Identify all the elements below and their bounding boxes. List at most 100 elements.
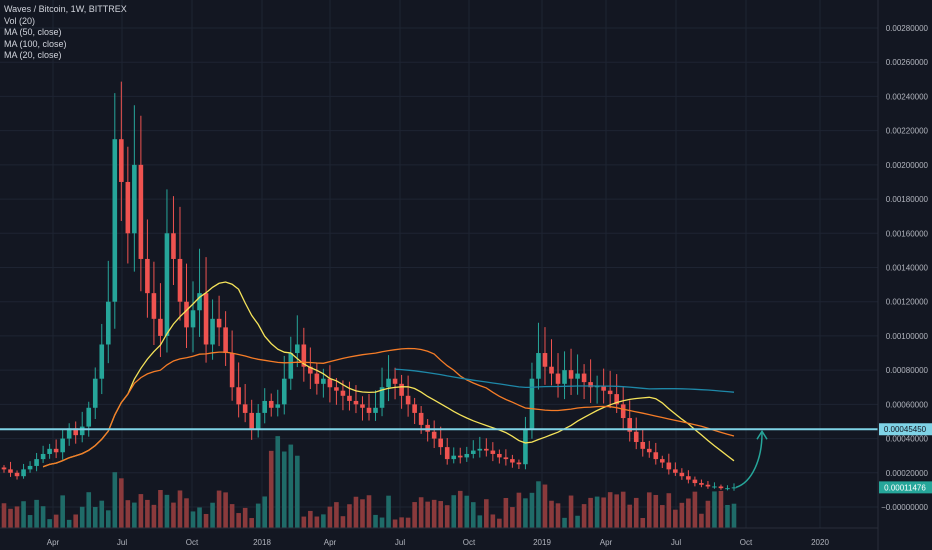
volume-bar xyxy=(373,514,378,528)
candle-body xyxy=(314,373,320,384)
volume-bar xyxy=(360,499,365,528)
candle-body xyxy=(14,472,20,477)
candle-body xyxy=(399,383,404,396)
volume-bar xyxy=(660,505,665,528)
moving-averages xyxy=(42,281,735,468)
volume-bar xyxy=(588,497,593,528)
candle-body xyxy=(288,353,294,379)
volume-bar xyxy=(679,502,685,528)
candle-body xyxy=(73,428,78,436)
candle-body xyxy=(705,484,711,487)
projection-arrow xyxy=(735,429,768,489)
volume-bar xyxy=(197,507,202,528)
indicator-ma100[interactable]: MA (100, close) xyxy=(4,38,67,49)
candle-body xyxy=(692,479,698,484)
volume-bar xyxy=(425,501,430,528)
volume-bar xyxy=(536,481,541,528)
volume-bar xyxy=(190,511,196,528)
volume-bar xyxy=(412,502,417,528)
volume-bar xyxy=(386,495,391,528)
volume-bar xyxy=(223,492,228,528)
volume-bar xyxy=(60,495,65,528)
candle-body xyxy=(438,438,443,448)
candle-body xyxy=(145,258,150,294)
candle-body xyxy=(666,462,672,470)
volume-bar xyxy=(99,500,105,528)
volume-bar xyxy=(516,492,522,528)
volume-bar xyxy=(731,503,737,528)
volume-bar xyxy=(575,515,580,528)
volume-bar xyxy=(353,496,359,528)
candle-body xyxy=(444,447,450,460)
volume-bar xyxy=(712,491,717,528)
y-tick-label: 0.00240000 xyxy=(886,92,929,101)
candle-body xyxy=(542,353,548,367)
volume-bar xyxy=(327,506,333,528)
volume-bar xyxy=(53,514,59,528)
y-tick-label: 0.00120000 xyxy=(886,298,929,307)
candle-body xyxy=(633,431,639,442)
candle-body xyxy=(21,469,26,477)
candle-body xyxy=(725,488,730,490)
volume-bar xyxy=(27,515,33,528)
candle-body xyxy=(301,344,307,367)
candle-body xyxy=(236,387,241,405)
volume-bar xyxy=(281,451,287,528)
candle-body xyxy=(321,378,326,384)
candle-body xyxy=(105,301,111,345)
volume-bar xyxy=(66,519,72,528)
volume-bar xyxy=(692,491,698,528)
volume-bars xyxy=(1,436,737,528)
volume-bar xyxy=(705,500,711,528)
volume-bar xyxy=(451,495,457,528)
symbol-title[interactable]: Waves / Bitcoin, 1W, BITTREX xyxy=(4,4,127,14)
volume-bar xyxy=(321,514,326,528)
candle-body xyxy=(308,366,313,374)
time-axis[interactable]: Apr Jul Oct 2018 Apr Jul Oct 2019 Apr Jul Oct 2020 xyxy=(0,527,878,547)
volume-bar xyxy=(405,517,411,528)
indicator-ma50[interactable]: MA (50, close) xyxy=(4,27,62,37)
volume-bar xyxy=(418,497,424,528)
x-tick-label: Oct xyxy=(186,538,199,547)
ma100-line xyxy=(395,368,735,393)
volume-bar xyxy=(301,516,307,528)
candle-body xyxy=(575,373,580,379)
volume-bar xyxy=(497,518,502,528)
candle-body xyxy=(255,412,261,431)
candle-body xyxy=(138,164,144,259)
volume-bar xyxy=(125,500,131,528)
volume-bar xyxy=(210,502,215,528)
volume-bar xyxy=(86,492,92,528)
indicator-volume[interactable]: Vol (20) xyxy=(4,15,36,26)
volume-bar xyxy=(132,502,137,528)
volume-bar xyxy=(105,510,111,528)
chart-legend: Waves / Bitcoin, 1W, BITTREX Vol (20) MA… xyxy=(4,4,127,62)
candle-body xyxy=(679,472,685,477)
candle-body xyxy=(405,395,411,405)
candle-body xyxy=(607,390,613,395)
candle-body xyxy=(523,430,528,465)
candle-body xyxy=(562,370,567,384)
ma20-line xyxy=(42,281,735,468)
volume-bar xyxy=(510,507,515,528)
candle-body xyxy=(249,412,254,431)
price-axis[interactable]: 0.00280000 0.00260000 0.00240000 0.00220000… xyxy=(877,0,929,550)
volume-bar xyxy=(229,504,235,528)
indicator-ma20[interactable]: MA (20, close) xyxy=(4,50,62,60)
volume-bar xyxy=(549,500,554,528)
volume-bar xyxy=(347,504,352,528)
x-tick-label: Apr xyxy=(47,538,60,547)
x-tick-label: Oct xyxy=(740,538,753,547)
y-tick-label: 0.00160000 xyxy=(886,229,929,238)
candle-body xyxy=(536,353,541,379)
candle-body xyxy=(125,181,131,234)
candle-body xyxy=(412,404,417,413)
candle-body xyxy=(386,378,391,388)
candle-body xyxy=(353,400,359,405)
candle-body xyxy=(132,164,137,234)
y-tick-label: 0.00140000 xyxy=(886,264,929,273)
volume-bar xyxy=(620,491,626,528)
volume-bar xyxy=(138,494,144,528)
